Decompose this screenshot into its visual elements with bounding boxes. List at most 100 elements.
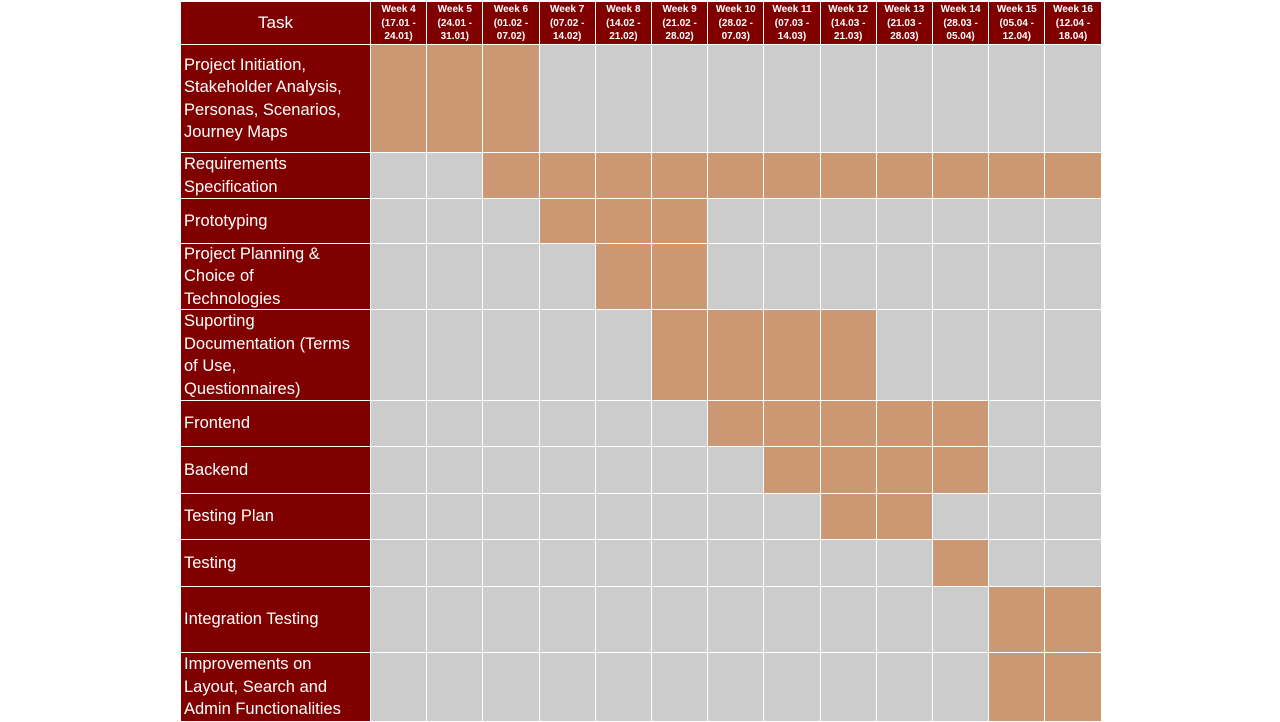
week-header-label: Week 4 <box>381 4 416 15</box>
task-label: Project Initiation, Stakeholder Analysis,… <box>181 45 371 153</box>
empty-grid-cell <box>820 540 877 587</box>
task-label-line: Admin Functionalities <box>184 700 341 719</box>
empty-grid-cell <box>764 494 821 540</box>
week-header: Week 9 (21.02 - 28.02) <box>652 2 709 45</box>
empty-grid-cell <box>820 45 877 153</box>
gantt-bar-cell <box>539 153 596 199</box>
gantt-bar-cell <box>595 199 652 244</box>
gantt-bar-cell <box>933 447 990 494</box>
empty-grid-cell <box>933 587 990 653</box>
empty-grid-cell <box>539 401 596 447</box>
task-label: Suporting Documentation (Terms of Use, Ques… <box>181 310 371 401</box>
empty-grid-cell <box>483 401 540 447</box>
gantt-bar-cell <box>820 401 877 447</box>
week-header-label: Week 9 <box>662 4 697 15</box>
empty-grid-cell <box>483 587 540 653</box>
week-header-range-line2: 14.03) <box>777 31 807 42</box>
empty-grid-cell <box>652 447 709 494</box>
empty-grid-cell <box>371 199 428 244</box>
empty-grid-cell <box>483 653 540 722</box>
empty-grid-cell <box>539 447 596 494</box>
task-label-line: Specification <box>184 177 278 196</box>
week-header-label: Week 14 <box>940 4 981 15</box>
empty-grid-cell <box>989 401 1046 447</box>
task-label-text: Backend <box>184 459 248 482</box>
gantt-bar-cell <box>876 153 933 199</box>
empty-grid-cell <box>989 244 1046 310</box>
task-label-line: Documentation (Terms <box>184 334 350 353</box>
week-header-range-line2: 31.01) <box>440 31 469 42</box>
task-label: Improvements on Layout, Search and Admin F… <box>181 653 371 722</box>
empty-grid-cell <box>371 653 428 722</box>
task-column-header-label: Task <box>258 13 293 32</box>
empty-grid-cell <box>371 401 428 447</box>
week-header: Week 14 (28.03 - 05.04) <box>933 2 990 45</box>
week-header-range-line2: 28.03) <box>890 31 919 42</box>
empty-grid-cell <box>876 587 933 653</box>
empty-grid-cell <box>933 310 990 401</box>
empty-grid-cell <box>820 244 877 310</box>
empty-grid-cell <box>539 540 596 587</box>
gantt-bar-cell <box>820 447 877 494</box>
empty-grid-cell <box>708 199 765 244</box>
empty-grid-cell <box>820 587 877 653</box>
gantt-bar-cell <box>989 587 1046 653</box>
week-header-range-line1: (28.03 - <box>943 17 978 29</box>
gantt-bar-cell <box>1045 653 1102 722</box>
empty-grid-cell <box>764 199 821 244</box>
empty-grid-cell <box>708 494 765 540</box>
empty-grid-cell <box>764 587 821 653</box>
gantt-bar-cell <box>708 401 765 447</box>
task-label-line: Testing Plan <box>184 507 274 526</box>
week-header-range-line2: 14.02) <box>553 31 582 42</box>
week-header: Week 10 (28.02 - 07.03) <box>708 2 765 45</box>
empty-grid-cell <box>483 494 540 540</box>
gantt-bar-cell <box>820 310 877 401</box>
empty-grid-cell <box>371 244 428 310</box>
task-label-line: Journey Maps <box>184 123 288 141</box>
empty-grid-cell <box>989 494 1046 540</box>
task-label-text: Testing Plan <box>184 505 274 528</box>
week-header-label: Week 15 <box>996 4 1037 15</box>
week-header: Week 15 (05.04 - 12.04) <box>989 2 1046 45</box>
empty-grid-cell <box>427 653 484 722</box>
week-header: Week 16 (12.04 - 18.04) <box>1045 2 1102 45</box>
week-header-label: Week 11 <box>772 4 812 15</box>
empty-grid-cell <box>483 244 540 310</box>
empty-grid-cell <box>652 401 709 447</box>
week-header: Week 12 (14.03 - 21.03) <box>820 2 877 45</box>
task-label: Backend <box>181 447 371 494</box>
week-header-range-line1: (01.02 - <box>493 17 529 29</box>
empty-grid-cell <box>1045 244 1102 310</box>
gantt-bar-cell <box>933 401 990 447</box>
empty-grid-cell <box>371 447 428 494</box>
empty-grid-cell <box>933 653 990 722</box>
task-label-line: Requirements <box>184 155 287 173</box>
empty-grid-cell <box>595 310 652 401</box>
gantt-bar-cell <box>652 310 709 401</box>
week-header-range-line2: 28.02) <box>665 31 694 42</box>
gantt-bar-cell <box>876 447 933 494</box>
gantt-bar-cell <box>820 153 877 199</box>
week-header-range-line1: (17.01 - <box>381 17 416 29</box>
week-header-label: Week 12 <box>828 4 869 15</box>
week-header-range-line2: 12.04) <box>1002 31 1031 42</box>
empty-grid-cell <box>1045 494 1102 540</box>
empty-grid-cell <box>595 494 652 540</box>
gantt-bar-cell <box>652 199 709 244</box>
task-label: Prototyping <box>181 199 371 244</box>
week-header-range-line1: (12.04 - <box>1055 17 1091 29</box>
empty-grid-cell <box>483 540 540 587</box>
gantt-bar-cell <box>595 153 652 199</box>
gantt-bar-cell <box>427 45 484 153</box>
gantt-bar-cell <box>708 310 765 401</box>
empty-grid-cell <box>1045 45 1102 153</box>
task-label-line: Choice of <box>184 267 254 286</box>
empty-grid-cell <box>652 494 709 540</box>
empty-grid-cell <box>539 45 596 153</box>
week-header-range-line1: (07.03 - <box>774 17 810 29</box>
task-label: Testing <box>181 540 371 587</box>
empty-grid-cell <box>539 587 596 653</box>
empty-grid-cell <box>876 653 933 722</box>
task-label-text: Frontend <box>184 412 250 435</box>
